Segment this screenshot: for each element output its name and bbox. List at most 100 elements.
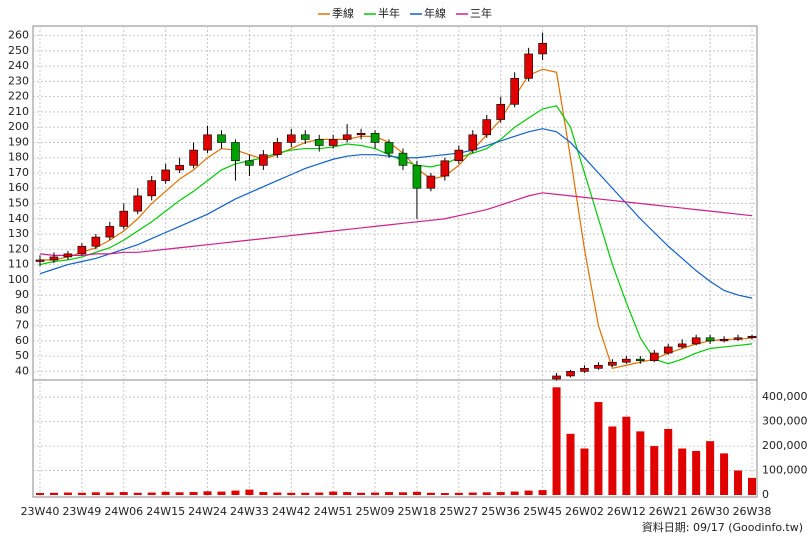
candle-body xyxy=(49,256,59,261)
candle-body xyxy=(119,210,129,227)
volume-bar xyxy=(203,491,212,495)
y-tick-label: 70 xyxy=(15,319,29,332)
candle-body xyxy=(580,368,589,372)
volume-bar xyxy=(49,492,58,495)
volume-bar xyxy=(594,402,603,495)
candle-body xyxy=(356,133,366,136)
volume-tick-label: 300,000 xyxy=(762,415,808,428)
footer: 資料日期: 09/17 (Goodinfo.tw) xyxy=(642,520,803,534)
candle-body xyxy=(468,134,478,151)
candle-body xyxy=(314,139,324,146)
volume-bar xyxy=(301,492,310,495)
y-tick-label: 160 xyxy=(8,181,29,194)
candle-body xyxy=(747,335,757,339)
x-tick-label: 24W06 xyxy=(104,505,143,518)
y-tick-label: 100 xyxy=(8,273,29,286)
x-tick-label: 25W09 xyxy=(356,505,395,518)
volume-bar xyxy=(734,470,743,495)
x-tick-label: 26W21 xyxy=(649,505,688,518)
candle-body xyxy=(161,169,170,181)
candle-body xyxy=(538,42,547,55)
candle-body xyxy=(622,358,631,363)
candle-body xyxy=(440,160,450,177)
candle-body xyxy=(105,226,115,238)
volume-bar xyxy=(524,490,533,495)
y-tick-label: 220 xyxy=(8,90,29,103)
x-tick-label: 26W30 xyxy=(691,505,730,518)
volume-bar xyxy=(706,441,715,495)
x-tick-label: 25W18 xyxy=(398,505,437,518)
y-tick-label: 250 xyxy=(8,44,29,57)
x-tick-label: 24W51 xyxy=(314,505,353,518)
candle-body xyxy=(594,364,603,369)
y-tick-label: 260 xyxy=(8,29,29,42)
x-tick-label: 24W33 xyxy=(230,505,269,518)
x-tick-label: 24W15 xyxy=(146,505,185,518)
volume-bar xyxy=(217,491,226,495)
volume-bar xyxy=(720,453,729,495)
volume-bar xyxy=(259,492,268,495)
volume-bar xyxy=(580,448,589,495)
legend-label: 季線 xyxy=(332,6,354,20)
x-tick-label: 26W12 xyxy=(607,505,646,518)
candle-body xyxy=(412,165,422,189)
volume-bar xyxy=(482,492,491,495)
candle-body xyxy=(328,139,338,146)
candle-body xyxy=(649,352,659,361)
candle-body xyxy=(426,175,436,189)
volume-bar xyxy=(371,492,380,495)
volume-bar xyxy=(622,416,631,495)
volume-tick-label: 0 xyxy=(762,488,769,501)
volume-bar xyxy=(343,492,352,495)
ma-line xyxy=(39,128,753,299)
y-tick-label: 230 xyxy=(8,74,29,87)
volume-bar xyxy=(468,492,477,495)
volume-bar xyxy=(440,493,449,495)
y-tick-label: 80 xyxy=(15,303,29,316)
y-tick-label: 200 xyxy=(8,120,29,133)
candle-body xyxy=(35,259,45,262)
candle-body xyxy=(398,152,408,166)
volume-bar xyxy=(77,492,86,495)
candle-body xyxy=(147,180,156,197)
candle-body xyxy=(733,337,743,340)
candle-body xyxy=(63,253,73,258)
volume-bar xyxy=(636,431,645,495)
volume-bar xyxy=(398,492,407,495)
candle-body xyxy=(636,358,645,361)
candle-body xyxy=(677,343,687,348)
volume-bar xyxy=(678,448,687,495)
y-tick-label: 130 xyxy=(8,227,29,240)
plot-frame xyxy=(32,25,758,498)
y-tick-label: 190 xyxy=(8,135,29,148)
volume-bar xyxy=(552,387,561,495)
y-tick-label: 210 xyxy=(8,105,29,118)
y-tick-label: 150 xyxy=(8,197,29,210)
x-tick-label: 23W40 xyxy=(21,505,60,518)
ma-line xyxy=(40,68,753,370)
volume-bar xyxy=(315,492,324,495)
candle-body xyxy=(245,160,254,166)
candle-body xyxy=(384,142,394,154)
volume-bar xyxy=(538,490,547,495)
volume-bar xyxy=(273,492,282,495)
y-tick-label: 110 xyxy=(8,258,29,271)
candle-body xyxy=(217,134,226,143)
candle-body xyxy=(175,165,184,171)
candle-body xyxy=(133,195,143,212)
ma-line xyxy=(39,192,753,256)
candle-body xyxy=(189,149,198,166)
volume-tick-label: 100,000 xyxy=(762,464,808,477)
volume-bar xyxy=(664,428,673,495)
candle-body xyxy=(552,375,561,380)
legend-label: 三年 xyxy=(470,6,492,20)
x-tick-label: 25W45 xyxy=(523,505,562,518)
volume-bar xyxy=(287,492,296,495)
candle-body xyxy=(300,134,310,140)
y-tick-label: 90 xyxy=(15,288,29,301)
volume-bar xyxy=(748,477,756,495)
volume-bar xyxy=(63,492,72,495)
candle-body xyxy=(370,133,380,143)
